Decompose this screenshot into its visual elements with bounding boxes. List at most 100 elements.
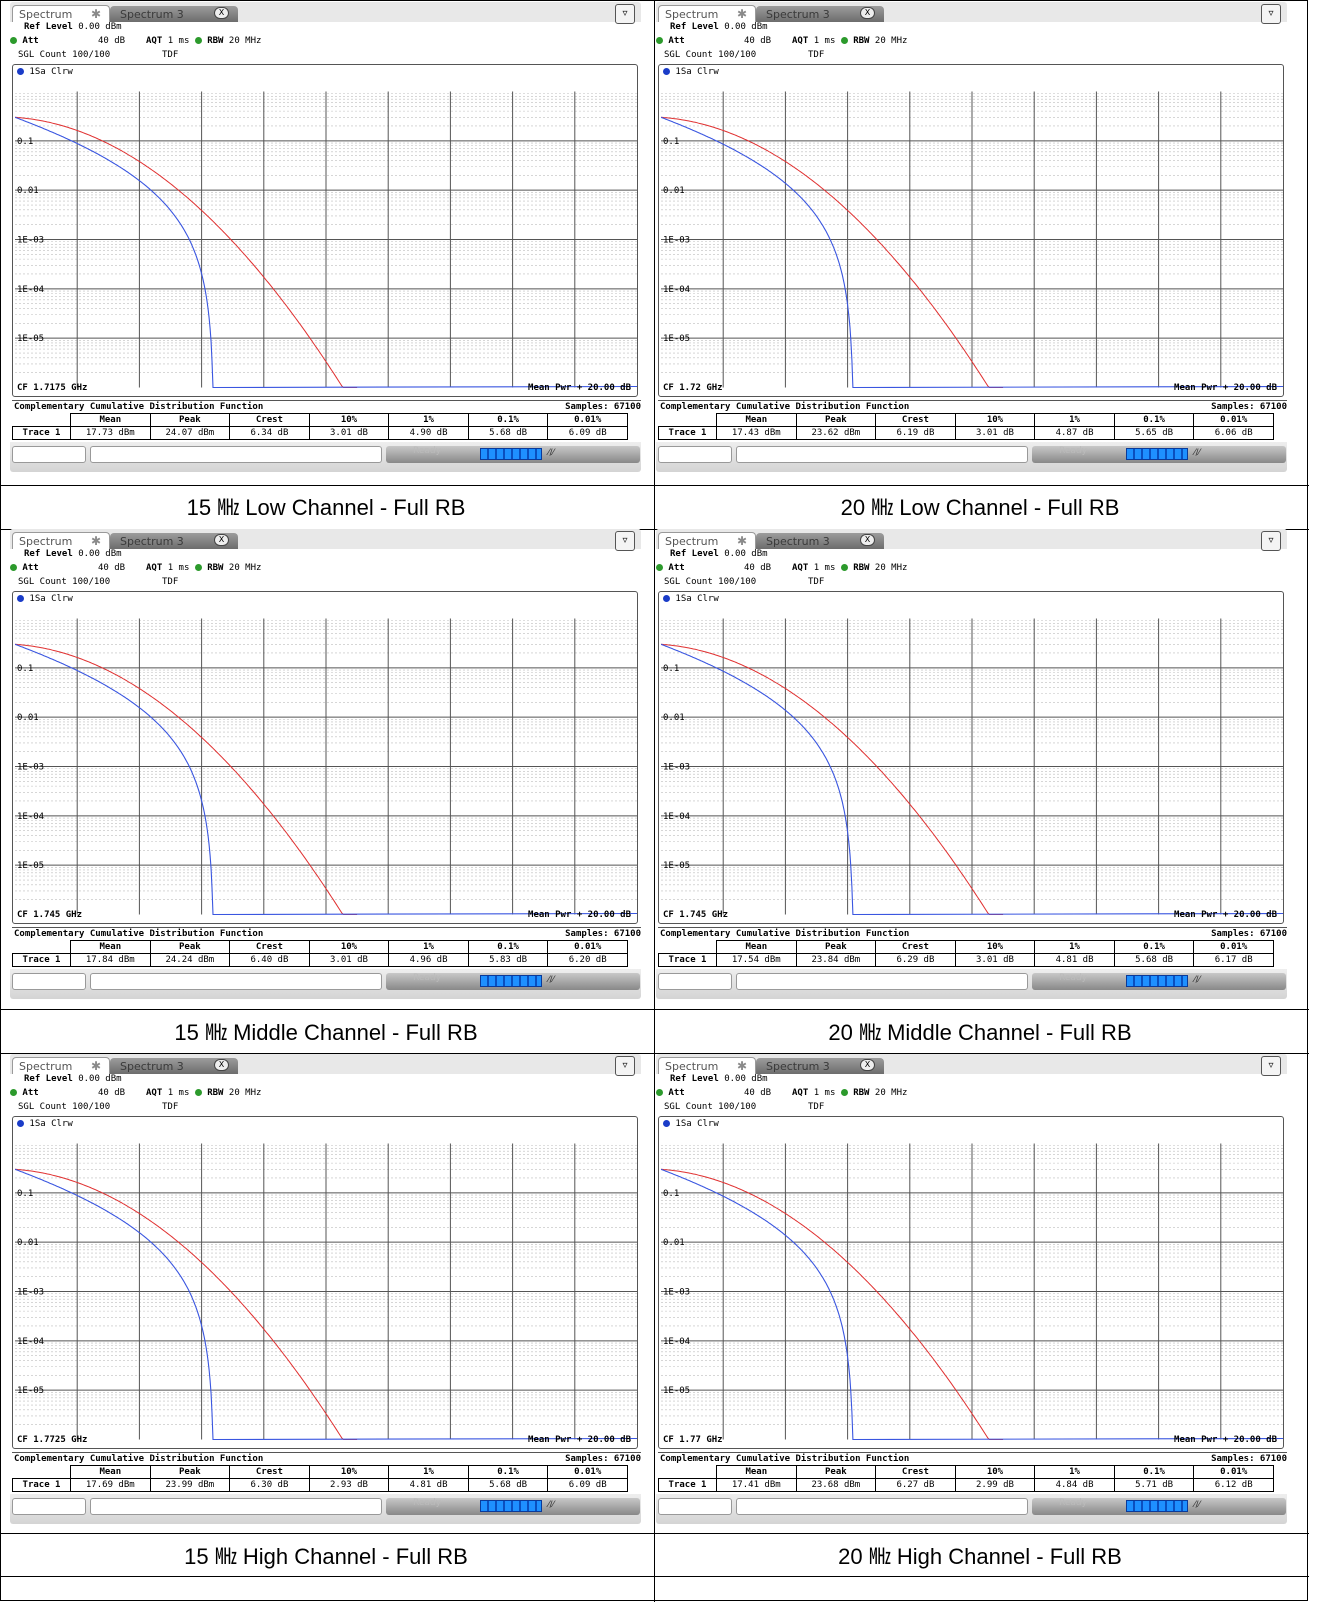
ref-level-label: Ref Level xyxy=(24,549,73,559)
status-bar: Ready ⁄/⁄ xyxy=(656,442,1287,472)
tab-spectrum-3-label: Spectrum 3 xyxy=(766,1060,830,1073)
samples-count: Samples: 67100 xyxy=(1211,402,1287,412)
close-icon[interactable]: X xyxy=(214,7,229,19)
result-value: 17.54 dBm xyxy=(716,953,797,967)
column-header: 10% xyxy=(308,940,390,954)
aqt-value: 1 ms xyxy=(167,36,190,46)
close-icon[interactable]: X xyxy=(214,1059,229,1071)
result-value: 23.68 dBm xyxy=(795,1478,877,1492)
caption-text: 15 ㎒ Low Channel - Full RB xyxy=(186,495,466,520)
ccdf-result-table: Complementary Cumulative Distribution Fu… xyxy=(658,927,1287,967)
result-value: 17.43 dBm xyxy=(716,426,797,440)
status-bar: Ready ⁄/⁄ xyxy=(10,442,641,472)
column-header: Mean xyxy=(716,1465,797,1479)
aqt-label: AQT xyxy=(792,563,809,573)
ref-level-label: Ref Level xyxy=(670,549,719,559)
rbw-label: RBW xyxy=(207,1088,224,1098)
result-value: 6.12 dB xyxy=(1193,1478,1274,1492)
row-divider xyxy=(1,529,1309,530)
result-value: 5.68 dB xyxy=(1113,953,1195,967)
tab-spectrum[interactable]: Spectrum ✱ xyxy=(658,5,756,22)
menu-icon[interactable]: ▿ xyxy=(615,4,635,24)
rbw-value: 20 MHz xyxy=(874,563,908,573)
analyzer-screenshot-4: Spectrum ✱ Spectrum 3 X ▿ Ref Level 0.00… xyxy=(656,529,1287,999)
column-header: 1% xyxy=(1034,413,1115,427)
progress-bar xyxy=(1126,975,1188,987)
column-header: Crest xyxy=(875,1465,956,1479)
tab-spectrum[interactable]: Spectrum ✱ xyxy=(658,1057,756,1074)
tdf-label: TDF xyxy=(808,1102,825,1112)
tab-spectrum-3[interactable]: Spectrum 3 X xyxy=(110,6,238,22)
settings-info: Ref Level 0.00 dBm Att 40 dB AQT 1 ms RB… xyxy=(10,549,641,591)
rbw-label: RBW xyxy=(207,36,224,46)
diagram-area: 1Sa Clrw 0.1 0.01 1E-03 1E-04 1E-05 CF 1.717… xyxy=(12,64,638,397)
sgl-count: SGL Count 100/100 xyxy=(664,577,757,587)
tab-spectrum-3[interactable]: Spectrum 3 X xyxy=(756,6,884,22)
status-dot-icon xyxy=(10,564,17,571)
status-field xyxy=(12,1498,86,1515)
samples-count: Samples: 67100 xyxy=(1211,1454,1287,1464)
result-value: 6.34 dB xyxy=(229,426,310,440)
att-label: Att xyxy=(668,563,685,573)
trace-legend: 1Sa Clrw xyxy=(675,1119,719,1129)
tab-spectrum[interactable]: Spectrum ✱ xyxy=(12,532,110,549)
rbw-label: RBW xyxy=(207,563,224,573)
tdf-label: TDF xyxy=(162,577,179,587)
close-icon[interactable]: X xyxy=(860,1059,875,1071)
tab-spectrum-3[interactable]: Spectrum 3 X xyxy=(756,533,884,549)
panel-caption: 20 ㎒ Middle Channel - Full RB xyxy=(654,1009,1306,1053)
tab-spectrum[interactable]: Spectrum ✱ xyxy=(658,532,756,549)
att-value: 40 dB xyxy=(744,1088,772,1098)
result-value: 2.99 dB xyxy=(954,1478,1036,1492)
close-icon[interactable]: X xyxy=(860,534,875,546)
column-header: 10% xyxy=(954,1465,1036,1479)
close-icon[interactable]: X xyxy=(214,534,229,546)
tdf-label: TDF xyxy=(162,1102,179,1112)
tab-spectrum[interactable]: Spectrum ✱ xyxy=(12,5,110,22)
aqt-label: AQT xyxy=(792,36,809,46)
tab-spectrum-label: Spectrum xyxy=(19,1060,73,1073)
tab-spectrum-3[interactable]: Spectrum 3 X xyxy=(110,533,238,549)
att-label: Att xyxy=(22,36,39,46)
menu-icon[interactable]: ▿ xyxy=(1261,4,1281,24)
menu-icon[interactable]: ▿ xyxy=(615,1056,635,1076)
sgl-count: SGL Count 100/100 xyxy=(18,577,111,587)
tab-spectrum-label: Spectrum xyxy=(665,8,719,21)
rbw-value: 20 MHz xyxy=(874,36,908,46)
column-header: Peak xyxy=(795,413,877,427)
close-icon[interactable]: X xyxy=(860,7,875,19)
trace-legend: 1Sa Clrw xyxy=(29,1119,73,1129)
y-tick-label: 1E-03 xyxy=(17,236,44,246)
menu-icon[interactable]: ▿ xyxy=(615,531,635,551)
column-header: 0.1% xyxy=(467,940,549,954)
analyzer-screenshot-5: Spectrum ✱ Spectrum 3 X ▿ Ref Level 0.00… xyxy=(10,1054,641,1524)
result-value: 24.07 dBm xyxy=(149,426,231,440)
y-tick-label: 1E-03 xyxy=(663,236,690,246)
tab-spectrum[interactable]: Spectrum ✱ xyxy=(12,1057,110,1074)
aqt-label: AQT xyxy=(146,1088,163,1098)
sgl-count: SGL Count 100/100 xyxy=(18,50,111,60)
result-value: 17.41 dBm xyxy=(716,1478,797,1492)
y-tick-label: 1E-05 xyxy=(663,334,690,344)
analyzer-screenshot-2: Spectrum ✱ Spectrum 3 X ▿ Ref Level 0.00… xyxy=(656,2,1287,472)
column-header: Crest xyxy=(229,413,310,427)
star-icon: ✱ xyxy=(737,1059,748,1073)
y-tick-label: 0.1 xyxy=(663,137,679,147)
result-value: 4.87 dB xyxy=(1034,426,1115,440)
caption-text: 15 ㎒ High Channel - Full RB xyxy=(184,1544,468,1569)
menu-icon[interactable]: ▿ xyxy=(1261,531,1281,551)
aqt-value: 1 ms xyxy=(813,36,836,46)
trace-label: Trace 1 xyxy=(658,953,717,967)
menu-icon[interactable]: ▿ xyxy=(1261,1056,1281,1076)
column-header: Mean xyxy=(70,940,151,954)
tab-spectrum-3[interactable]: Spectrum 3 X xyxy=(756,1058,884,1074)
tab-bar: Spectrum ✱ Spectrum 3 X ▿ xyxy=(10,1054,641,1076)
result-value: 17.69 dBm xyxy=(70,1478,151,1492)
result-value: 6.09 dB xyxy=(547,426,628,440)
mean-power-span: Mean Pwr + 20.00 dB xyxy=(528,383,631,393)
tab-spectrum-3[interactable]: Spectrum 3 X xyxy=(110,1058,238,1074)
caption-text: 15 ㎒ Middle Channel - Full RB xyxy=(174,1020,478,1045)
rbw-label: RBW xyxy=(853,1088,870,1098)
status-message-field xyxy=(90,446,382,463)
result-value: 4.96 dB xyxy=(388,953,469,967)
